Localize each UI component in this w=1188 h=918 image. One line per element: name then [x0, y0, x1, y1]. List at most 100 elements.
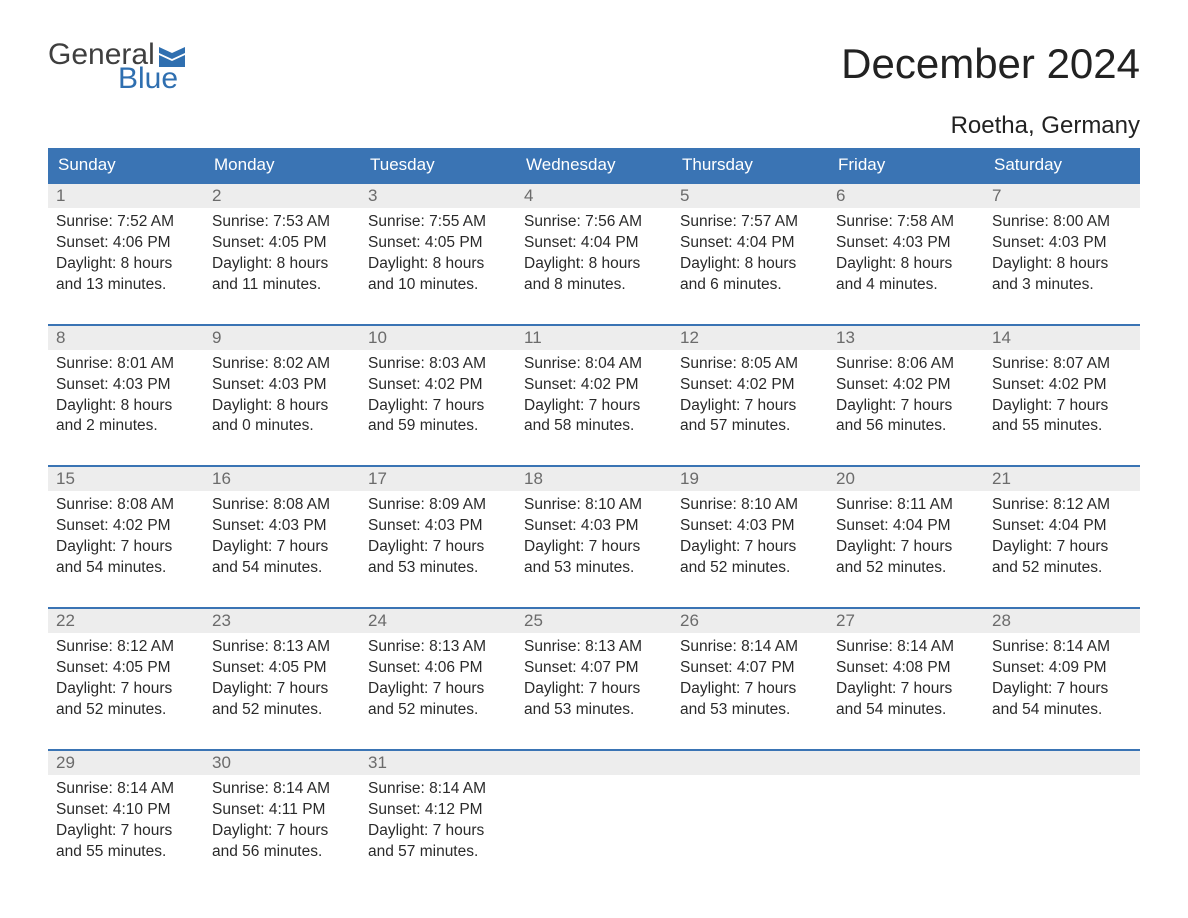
sunset-line: Sunset: 4:08 PM	[836, 658, 976, 679]
weekday-saturday: Saturday	[984, 148, 1140, 182]
day-cell: 14Sunrise: 8:07 AMSunset: 4:02 PMDayligh…	[984, 326, 1140, 442]
sunset-line: Sunset: 4:02 PM	[680, 375, 820, 396]
sunset-line: Sunset: 4:03 PM	[680, 516, 820, 537]
week-row: 15Sunrise: 8:08 AMSunset: 4:02 PMDayligh…	[48, 465, 1140, 583]
daylight-line-2: and 52 minutes.	[212, 700, 352, 721]
sunrise-line: Sunrise: 8:14 AM	[836, 637, 976, 658]
day-number: 3	[360, 184, 516, 208]
day-number: 9	[204, 326, 360, 350]
daylight-line-1: Daylight: 7 hours	[212, 537, 352, 558]
day-number	[984, 751, 1140, 775]
day-cell: 27Sunrise: 8:14 AMSunset: 4:08 PMDayligh…	[828, 609, 984, 725]
day-cell: 2Sunrise: 7:53 AMSunset: 4:05 PMDaylight…	[204, 184, 360, 300]
sunrise-line: Sunrise: 8:14 AM	[992, 637, 1132, 658]
daylight-line-2: and 54 minutes.	[56, 558, 196, 579]
day-number	[672, 751, 828, 775]
day-number: 8	[48, 326, 204, 350]
sunset-line: Sunset: 4:03 PM	[56, 375, 196, 396]
daylight-line-2: and 54 minutes.	[992, 700, 1132, 721]
week-row: 1Sunrise: 7:52 AMSunset: 4:06 PMDaylight…	[48, 182, 1140, 300]
sunset-line: Sunset: 4:04 PM	[836, 516, 976, 537]
day-content: Sunrise: 7:56 AMSunset: 4:04 PMDaylight:…	[516, 208, 672, 300]
daylight-line-1: Daylight: 7 hours	[56, 537, 196, 558]
day-cell: 21Sunrise: 8:12 AMSunset: 4:04 PMDayligh…	[984, 467, 1140, 583]
day-content: Sunrise: 8:00 AMSunset: 4:03 PMDaylight:…	[984, 208, 1140, 300]
daylight-line-1: Daylight: 7 hours	[992, 679, 1132, 700]
sunset-line: Sunset: 4:03 PM	[368, 516, 508, 537]
day-content: Sunrise: 7:58 AMSunset: 4:03 PMDaylight:…	[828, 208, 984, 300]
daylight-line-1: Daylight: 8 hours	[680, 254, 820, 275]
day-number: 26	[672, 609, 828, 633]
sunset-line: Sunset: 4:09 PM	[992, 658, 1132, 679]
day-content: Sunrise: 8:08 AMSunset: 4:02 PMDaylight:…	[48, 491, 204, 583]
daylight-line-2: and 8 minutes.	[524, 275, 664, 296]
day-cell: 13Sunrise: 8:06 AMSunset: 4:02 PMDayligh…	[828, 326, 984, 442]
daylight-line-1: Daylight: 7 hours	[836, 679, 976, 700]
day-cell: 18Sunrise: 8:10 AMSunset: 4:03 PMDayligh…	[516, 467, 672, 583]
sunrise-line: Sunrise: 8:12 AM	[992, 495, 1132, 516]
sunrise-line: Sunrise: 7:56 AM	[524, 212, 664, 233]
day-number	[516, 751, 672, 775]
day-cell: 8Sunrise: 8:01 AMSunset: 4:03 PMDaylight…	[48, 326, 204, 442]
sunset-line: Sunset: 4:12 PM	[368, 800, 508, 821]
day-content: Sunrise: 8:14 AMSunset: 4:07 PMDaylight:…	[672, 633, 828, 725]
day-content: Sunrise: 8:04 AMSunset: 4:02 PMDaylight:…	[516, 350, 672, 442]
sunrise-line: Sunrise: 8:09 AM	[368, 495, 508, 516]
day-cell: 31Sunrise: 8:14 AMSunset: 4:12 PMDayligh…	[360, 751, 516, 867]
day-cell: 19Sunrise: 8:10 AMSunset: 4:03 PMDayligh…	[672, 467, 828, 583]
day-content: Sunrise: 8:14 AMSunset: 4:12 PMDaylight:…	[360, 775, 516, 867]
daylight-line-2: and 57 minutes.	[368, 842, 508, 863]
day-cell: 29Sunrise: 8:14 AMSunset: 4:10 PMDayligh…	[48, 751, 204, 867]
day-content: Sunrise: 7:53 AMSunset: 4:05 PMDaylight:…	[204, 208, 360, 300]
week-row: 8 Sunrise: 8:01 AMSunset: 4:03 PM Daylight…	[48, 324, 1140, 442]
sunrise-line: Sunrise: 7:53 AM	[212, 212, 352, 233]
daylight-line-2: and 55 minutes.	[56, 842, 196, 863]
day-cell: 30Sunrise: 8:14 AMSunset: 4:11 PMDayligh…	[204, 751, 360, 867]
day-content: Sunrise: 8:13 AMSunset: 4:07 PMDaylight:…	[516, 633, 672, 725]
daylight-line-2: and 53 minutes.	[680, 700, 820, 721]
sunrise-line: Sunrise: 8:00 AM	[992, 212, 1132, 233]
sunrise-line: Sunrise: 8:14 AM	[368, 779, 508, 800]
daylight-line-1: Daylight: 7 hours	[836, 396, 976, 417]
sunset-line: Sunset: 4:10 PM	[56, 800, 196, 821]
day-number: 22	[48, 609, 204, 633]
day-number: 5	[672, 184, 828, 208]
day-content: Sunrise: 8:14 AMSunset: 4:10 PMDaylight:…	[48, 775, 204, 867]
daylight-line-1: Daylight: 7 hours	[992, 396, 1132, 417]
day-cell: 6Sunrise: 7:58 AMSunset: 4:03 PMDaylight…	[828, 184, 984, 300]
sunrise-line: Sunrise: 8:05 AM	[680, 354, 820, 375]
daylight-line-2: and 57 minutes.	[680, 416, 820, 437]
sunset-line: Sunset: 4:02 PM	[836, 375, 976, 396]
daylight-line-2: and 53 minutes.	[524, 700, 664, 721]
day-cell: 28Sunrise: 8:14 AMSunset: 4:09 PMDayligh…	[984, 609, 1140, 725]
day-number: 21	[984, 467, 1140, 491]
daylight-line-2: and 6 minutes.	[680, 275, 820, 296]
sunrise-line: Sunrise: 8:04 AM	[524, 354, 664, 375]
weekday-sunday: Sunday	[48, 148, 204, 182]
day-cell: 7Sunrise: 8:00 AMSunset: 4:03 PMDaylight…	[984, 184, 1140, 300]
day-content: Sunrise: 8:08 AMSunset: 4:03 PMDaylight:…	[204, 491, 360, 583]
day-number: 30	[204, 751, 360, 775]
daylight-line-2: and 10 minutes.	[368, 275, 508, 296]
daylight-line-1: Daylight: 7 hours	[524, 396, 664, 417]
day-content: Sunrise: 8:13 AMSunset: 4:05 PMDaylight:…	[204, 633, 360, 725]
day-content: Sunrise: 7:52 AMSunset: 4:06 PMDaylight:…	[48, 208, 204, 300]
daylight-line-2: and 11 minutes.	[212, 275, 352, 296]
weekday-thursday: Thursday	[672, 148, 828, 182]
day-number: 29	[48, 751, 204, 775]
day-number: 1	[48, 184, 204, 208]
sunset-line: Sunset: 4:02 PM	[524, 375, 664, 396]
sunrise-line: Sunrise: 8:08 AM	[212, 495, 352, 516]
sunrise-line: Sunrise: 8:02 AM	[212, 354, 352, 375]
daylight-line-1: Daylight: 7 hours	[368, 396, 508, 417]
daylight-line-2: and 52 minutes.	[680, 558, 820, 579]
day-number: 14	[984, 326, 1140, 350]
day-content: Sunrise: 8:07 AMSunset: 4:02 PMDaylight:…	[984, 350, 1140, 442]
daylight-line-2: and 53 minutes.	[524, 558, 664, 579]
day-cell: 4Sunrise: 7:56 AMSunset: 4:04 PMDaylight…	[516, 184, 672, 300]
day-cell: 15Sunrise: 8:08 AMSunset: 4:02 PMDayligh…	[48, 467, 204, 583]
weekday-monday: Monday	[204, 148, 360, 182]
sunrise-line: Sunrise: 8:01 AM	[56, 354, 196, 375]
daylight-line-2: and 53 minutes.	[368, 558, 508, 579]
day-number: 6	[828, 184, 984, 208]
